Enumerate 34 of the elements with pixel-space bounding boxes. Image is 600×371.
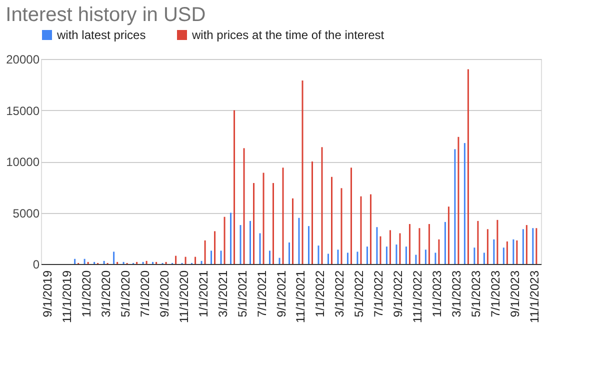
x-tick-label: 11/1/2019	[60, 270, 74, 323]
chart-title: Interest history in USD	[6, 4, 206, 26]
y-tick-label: 20000	[6, 52, 40, 66]
x-tick-label: 11/1/2020	[176, 270, 191, 323]
x-tick-label: 3/1/2022	[332, 270, 347, 318]
x-tick-label: 11/1/2022	[410, 270, 425, 323]
y-tick-label: 15000	[6, 104, 40, 118]
x-tick-label: 7/1/2021	[254, 270, 269, 318]
x-tick-label: 9/1/2022	[391, 270, 406, 318]
x-tick-label: 9/1/2023	[508, 270, 522, 318]
x-tick-label: 1/1/2022	[313, 270, 328, 318]
x-tick-label: 7/1/2022	[372, 270, 386, 318]
x-tick-label: 3/1/2023	[450, 270, 464, 318]
x-tick-label: 9/1/2020	[157, 270, 172, 318]
y-tick-label: 0	[32, 258, 40, 272]
x-tick-label: 9/1/2019	[40, 270, 54, 318]
x-tick-label: 5/1/2022	[352, 270, 366, 318]
x-tick-label: 5/1/2023	[469, 270, 484, 318]
x-tick-label: 7/1/2020	[138, 270, 152, 318]
x-tick-label: 3/1/2020	[98, 270, 113, 318]
legend-label: with prices at the time of the interest	[191, 28, 385, 42]
x-tick-label: 1/1/2020	[79, 270, 94, 318]
x-tick-label: 3/1/2021	[216, 270, 230, 318]
x-tick-label: 1/1/2023	[430, 270, 444, 318]
x-tick-label: 11/1/2021	[294, 270, 308, 323]
x-tick-label: 7/1/2023	[488, 270, 503, 318]
x-tick-label: 1/1/2021	[196, 270, 210, 318]
x-tick-label: 9/1/2021	[274, 270, 288, 318]
x-tick-label: 11/1/2023	[528, 270, 542, 323]
legend-label: with latest prices	[56, 28, 146, 42]
y-tick-label: 10000	[6, 155, 40, 169]
x-tick-label: 5/1/2020	[118, 270, 132, 318]
x-tick-label: 5/1/2021	[235, 270, 250, 318]
y-tick-label: 5000	[12, 206, 40, 220]
